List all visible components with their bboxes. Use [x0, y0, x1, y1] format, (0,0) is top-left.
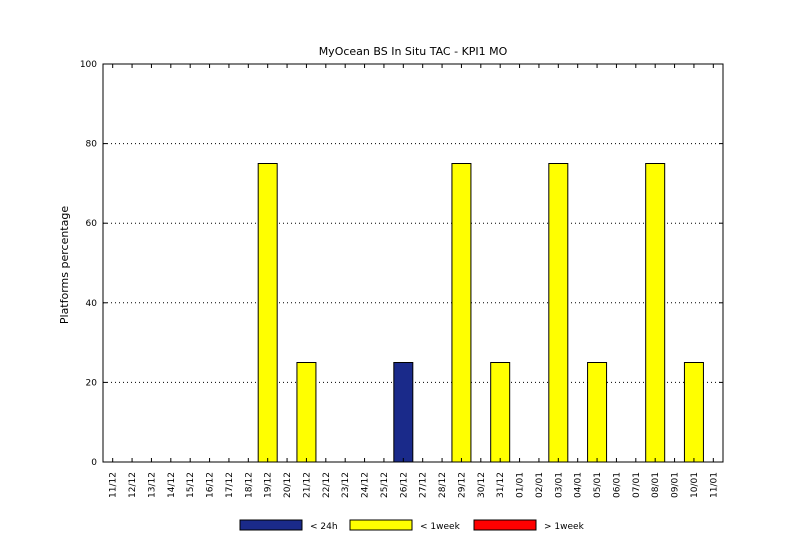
bar — [451, 163, 472, 463]
x-tick-label: 14/12 — [167, 472, 177, 498]
bar — [683, 362, 704, 463]
x-tick-label: 03/01 — [554, 472, 564, 498]
y-tick-label: 60 — [86, 219, 98, 229]
x-tick-label: 15/12 — [186, 472, 196, 498]
legend-label: < 24h — [310, 522, 338, 532]
x-tick-label: 05/01 — [593, 472, 603, 498]
bar — [296, 362, 317, 463]
bars — [257, 163, 704, 463]
y-tick-label: 0 — [91, 458, 97, 468]
x-tick-label: 21/12 — [302, 472, 312, 498]
x-tick-label: 26/12 — [399, 472, 409, 498]
x-tick-label: 24/12 — [361, 472, 371, 498]
legend-label: < 1week — [420, 522, 461, 532]
x-tick-label: 04/01 — [574, 472, 584, 498]
x-tick-label: 10/01 — [690, 472, 700, 498]
x-tick-label: 30/12 — [477, 472, 487, 498]
y-tick-label: 80 — [86, 140, 98, 150]
bar — [393, 362, 414, 463]
bar — [645, 163, 666, 463]
y-axis: 0 20 40 60 80 100 — [80, 60, 723, 468]
x-tick-label: 13/12 — [147, 472, 157, 498]
x-tick-label: 06/01 — [612, 472, 622, 498]
x-tick-label: 28/12 — [438, 472, 448, 498]
x-tick-label: 12/12 — [128, 472, 138, 498]
bar — [587, 362, 608, 463]
x-tick-label: 20/12 — [283, 472, 293, 498]
x-tick-label: 09/01 — [671, 472, 681, 498]
x-tick-label: 17/12 — [225, 472, 235, 498]
legend-label: > 1week — [544, 522, 585, 532]
x-tick-label: 11/01 — [709, 472, 719, 498]
x-tick-label: 02/01 — [535, 472, 545, 498]
bar — [548, 163, 569, 463]
grid-lines — [103, 143, 723, 383]
y-tick-label: 40 — [86, 299, 98, 309]
y-axis-label: Platforms percentage — [58, 206, 71, 324]
x-tick-label: 23/12 — [341, 472, 351, 498]
x-tick-label: 08/01 — [651, 472, 661, 498]
x-tick-label: 22/12 — [322, 472, 332, 498]
legend-swatch — [349, 519, 413, 531]
x-axis: 11/12 12/12 13/12 14/12 15/12 16/12 17/12 18/12… — [109, 64, 719, 498]
x-tick-label: 11/12 — [109, 472, 119, 498]
x-tick-label: 31/12 — [496, 472, 506, 498]
x-tick-label: 19/12 — [264, 472, 274, 498]
x-tick-label: 29/12 — [457, 472, 467, 498]
x-tick-label: 27/12 — [419, 472, 429, 498]
x-tick-label: 01/01 — [516, 472, 526, 498]
chart-title: MyOcean BS In Situ TAC - KPI1 MO — [319, 45, 508, 58]
bar — [257, 163, 278, 463]
x-tick-label: 25/12 — [380, 472, 390, 498]
plot-frame — [102, 63, 724, 463]
x-tick-label: 16/12 — [206, 472, 216, 498]
y-tick-label: 100 — [80, 60, 97, 70]
x-tick-label: 18/12 — [244, 472, 254, 498]
legend-swatch — [473, 519, 537, 531]
legend-swatch — [239, 519, 303, 531]
bar — [490, 362, 511, 463]
y-tick-label: 20 — [86, 378, 98, 388]
legend: < 24h < 1week > 1week — [239, 519, 585, 532]
x-tick-label: 07/01 — [632, 472, 642, 498]
